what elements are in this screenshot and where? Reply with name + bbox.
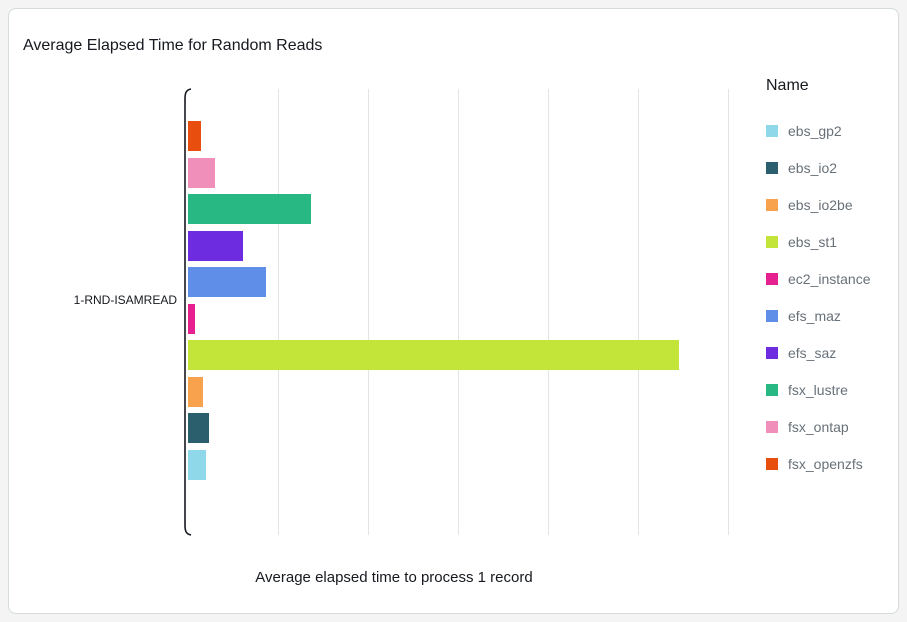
bar-ec2_instance[interactable] [188,303,195,334]
gridline [458,89,459,535]
legend-swatch-icon [766,273,778,285]
legend-label: ec2_instance [788,271,871,287]
chart-card: Average Elapsed Time for Random Reads 1-… [8,8,899,614]
legend: Name ebs_gp2 ebs_io2 ebs_io2be ebs_st1 ec2_i… [766,77,891,472]
legend-label: ebs_st1 [788,234,838,250]
bar-efs_maz[interactable] [188,267,266,297]
y-axis-line [184,88,192,536]
legend-item-fsx_ontap[interactable]: fsx_ontap [766,419,891,435]
legend-item-efs_saz[interactable]: efs_saz [766,345,891,361]
gridline [638,89,639,535]
bar-efs_saz[interactable] [188,230,243,261]
legend-swatch-icon [766,310,778,322]
legend-item-efs_maz[interactable]: efs_maz [766,308,891,324]
plot-area [184,88,756,536]
legend-swatch-icon [766,199,778,211]
bar-ebs_gp2[interactable] [188,449,206,480]
legend-label: fsx_lustre [788,382,848,398]
legend-swatch-icon [766,458,778,470]
legend-label: ebs_io2 [788,160,838,176]
legend-label: fsx_ontap [788,419,849,435]
legend-item-ec2_instance[interactable]: ec2_instance [766,271,891,287]
legend-item-ebs_st1[interactable]: ebs_st1 [766,234,891,250]
legend-item-fsx_openzfs[interactable]: fsx_openzfs [766,456,891,472]
x-axis-label: Average elapsed time to process 1 record [255,569,533,586]
legend-swatch-icon [766,384,778,396]
legend-item-fsx_lustre[interactable]: fsx_lustre [766,382,891,398]
bar-ebs_io2be[interactable] [188,376,203,407]
gridline [368,89,369,535]
gridline [278,89,279,535]
gridline [728,89,729,535]
legend-item-ebs_io2be[interactable]: ebs_io2be [766,197,891,213]
legend-item-ebs_gp2[interactable]: ebs_gp2 [766,123,891,139]
gridline [548,89,549,535]
legend-title: Name [766,77,809,94]
bar-fsx_ontap[interactable] [188,157,215,188]
legend-label: ebs_io2be [788,197,853,213]
chart-title: Average Elapsed Time for Random Reads [23,37,323,54]
bar-fsx_lustre[interactable] [188,194,311,224]
legend-swatch-icon [766,125,778,137]
bar-ebs_st1[interactable] [188,340,679,370]
legend-label: fsx_openzfs [788,456,863,472]
legend-swatch-icon [766,347,778,359]
legend-label: efs_saz [788,345,837,361]
legend-label: ebs_gp2 [788,123,842,139]
legend-swatch-icon [766,162,778,174]
legend-list: ebs_gp2 ebs_io2 ebs_io2be ebs_st1 ec2_instan… [766,123,891,472]
legend-swatch-icon [766,421,778,433]
y-category-label: 1-RND-ISAMREAD [73,293,177,307]
legend-item-ebs_io2[interactable]: ebs_io2 [766,160,891,176]
legend-label: efs_maz [788,308,841,324]
legend-swatch-icon [766,236,778,248]
bar-fsx_openzfs[interactable] [188,121,201,151]
bar-ebs_io2[interactable] [188,413,209,443]
